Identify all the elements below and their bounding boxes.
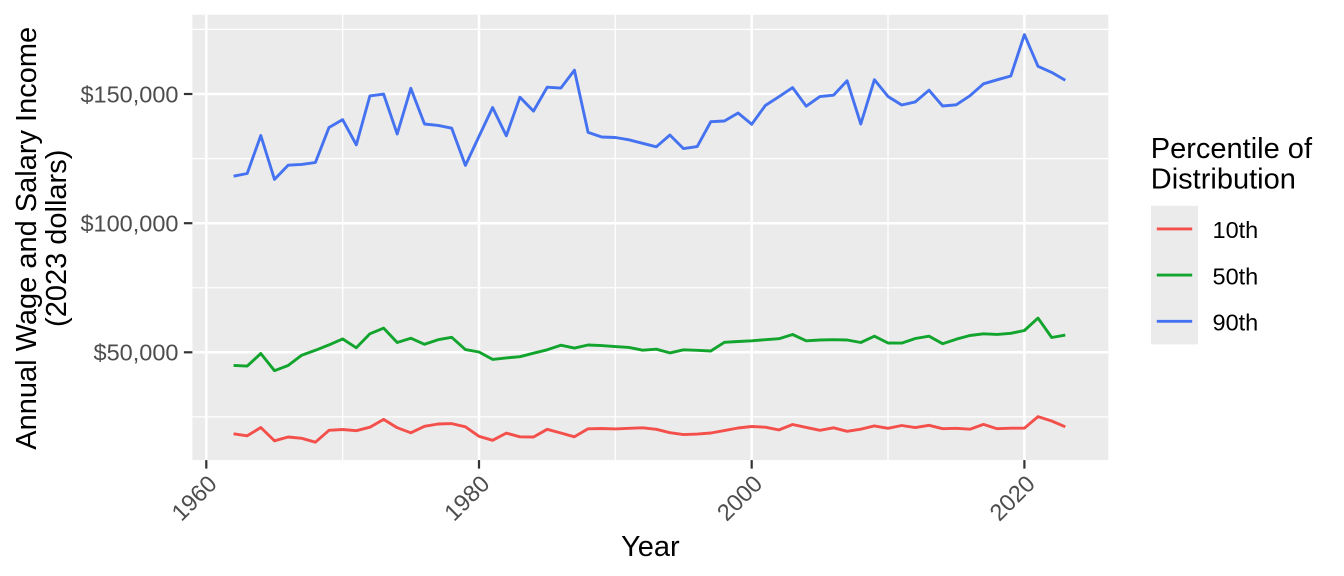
svg-text:50th: 50th [1213,263,1259,289]
svg-text:Annual Wage and Salary Income: Annual Wage and Salary Income [11,27,43,450]
svg-text:(2023 dollars): (2023 dollars) [41,150,73,327]
svg-text:Percentile of: Percentile of [1151,133,1313,165]
svg-text:$150,000: $150,000 [80,81,178,107]
svg-text:Year: Year [621,531,680,563]
svg-text:90th: 90th [1213,310,1259,336]
svg-text:$50,000: $50,000 [94,340,179,366]
svg-text:10th: 10th [1213,217,1259,243]
svg-text:$100,000: $100,000 [80,211,178,237]
svg-text:Distribution: Distribution [1151,164,1296,196]
